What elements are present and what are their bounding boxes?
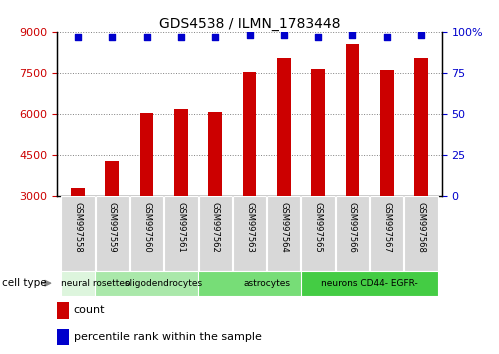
Title: GDS4538 / ILMN_1783448: GDS4538 / ILMN_1783448 [159,17,340,31]
Text: neural rosettes: neural rosettes [61,279,129,288]
Bar [105,161,119,196]
Text: GSM997564: GSM997564 [279,202,288,253]
Bar [380,70,394,196]
Bar [277,58,291,196]
Point [211,34,219,40]
Bar [140,113,154,196]
Bar [346,44,359,196]
Point [74,34,82,40]
Text: GSM997562: GSM997562 [211,202,220,253]
Point [246,32,253,38]
Bar [164,196,198,271]
Bar [243,72,256,196]
Text: cell type: cell type [2,278,47,288]
Bar [301,196,335,271]
Point [177,34,185,40]
Bar [130,196,163,271]
Text: GSM997561: GSM997561 [176,202,186,253]
Point [108,34,116,40]
Bar [61,271,129,296]
Bar [96,196,129,271]
Point [348,32,356,38]
Bar [57,329,69,345]
Text: GSM997568: GSM997568 [417,202,426,253]
Bar [209,112,222,196]
Text: neurons CD44- EGFR-: neurons CD44- EGFR- [321,279,418,288]
Bar [61,196,95,271]
Bar [370,196,403,271]
Text: GSM997559: GSM997559 [108,202,117,253]
Bar [311,69,325,196]
Bar [174,109,188,196]
Bar [71,188,85,196]
Text: GSM997560: GSM997560 [142,202,151,253]
Bar [267,196,300,271]
Point [280,32,288,38]
Point [417,32,425,38]
Bar [336,196,369,271]
Text: oligodendrocytes: oligodendrocytes [125,279,203,288]
Point [314,34,322,40]
Point [383,34,391,40]
Bar [198,271,335,296]
Text: GSM997565: GSM997565 [313,202,323,253]
Bar [301,271,438,296]
Point [143,34,151,40]
Text: astrocytes: astrocytes [243,279,290,288]
Bar [199,196,232,271]
Text: GSM997567: GSM997567 [382,202,391,253]
Text: count: count [73,306,105,315]
Text: GSM997558: GSM997558 [73,202,82,253]
Bar [414,58,428,196]
Bar [57,302,69,319]
Bar [233,196,266,271]
Text: GSM997566: GSM997566 [348,202,357,253]
Bar [95,271,233,296]
Text: percentile rank within the sample: percentile rank within the sample [73,332,261,342]
Text: GSM997563: GSM997563 [245,202,254,253]
Bar [404,196,438,271]
